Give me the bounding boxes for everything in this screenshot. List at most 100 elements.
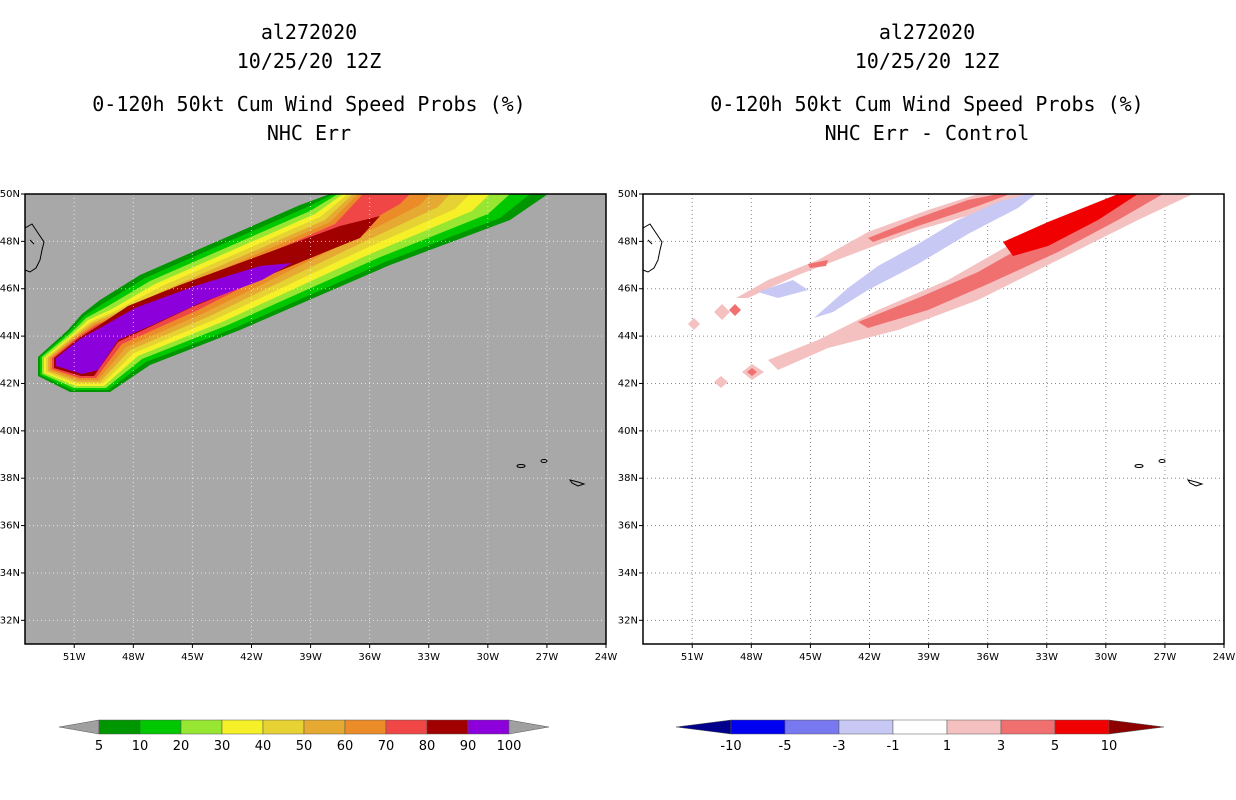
diff-cell-1 <box>688 318 700 330</box>
x-tick-label: 45W <box>799 652 822 663</box>
colorbar-label: 5 <box>95 739 103 754</box>
right-subtitle: NHC Err - Control <box>824 121 1030 145</box>
y-tick-label: 44N <box>618 331 638 342</box>
right-map-background <box>643 194 1224 644</box>
y-tick-label: 34N <box>0 568 20 579</box>
y-tick-label: 40N <box>0 426 20 437</box>
colorbar-high-arrow <box>1108 719 1165 735</box>
y-tick-label: 46N <box>0 284 20 295</box>
y-tick-label: 38N <box>618 473 638 484</box>
colorbar-segment <box>303 719 346 735</box>
colorbar-segment <box>139 719 182 735</box>
azores-island-2-right <box>1158 459 1166 463</box>
y-tick-label: 38N <box>0 473 20 484</box>
y-tick-label: 40N <box>618 426 638 437</box>
colorbar-segment <box>180 719 223 735</box>
diff-band-lower-3 <box>858 194 1163 328</box>
x-tick-label: 51W <box>681 652 704 663</box>
x-tick-label: 30W <box>477 652 500 663</box>
azores-island-3 <box>568 479 586 487</box>
colorbar-label: 20 <box>173 739 190 754</box>
left-grid <box>25 194 606 644</box>
colorbar-high-arrow <box>508 719 550 735</box>
colorbar-segment <box>946 719 1002 735</box>
colorbar-segment <box>467 719 510 735</box>
newfoundland-coast-right <box>642 223 663 273</box>
x-tick-label: 24W <box>1213 652 1236 663</box>
left-subtitle: NHC Err <box>266 121 352 145</box>
y-tick-label: 32N <box>0 615 20 626</box>
left-storm-id: al272020 <box>260 20 358 44</box>
colorbar-label: 50 <box>296 739 313 754</box>
y-tick-label: 48N <box>618 236 638 247</box>
right-grid <box>643 194 1224 644</box>
colorbar-segment <box>838 719 894 735</box>
right-y-ticks: 50N 48N 46N 44N 42N 40N 38N 36N 34N 32N <box>618 189 643 626</box>
x-tick-label: 24W <box>595 652 618 663</box>
difference-field <box>688 194 1193 388</box>
diff-band-upper-3 <box>808 194 1010 268</box>
x-tick-label: 39W <box>917 652 940 663</box>
y-tick-label: 50N <box>0 189 20 200</box>
colorbar-label: 30 <box>214 739 231 754</box>
colorbar-segment <box>221 719 264 735</box>
diff-band-negative-1 <box>758 194 1036 318</box>
azores-island-1-right <box>1134 464 1144 468</box>
y-tick-label: 48N <box>0 236 20 247</box>
y-tick-label: 42N <box>0 378 20 389</box>
right-map: 51W 48W 45W 42W 39W 36W 33W 30W 27W 24W 50N 48N 46N… <box>618 189 1236 663</box>
left-panel-title: al272020 10/25/20 12Z 0-120h 50kt Cum Wi… <box>0 18 618 148</box>
left-map: 51W 48W 45W 42W 39W 36W 33W 30W 27W 24W 50N 48N 46N… <box>0 189 618 663</box>
colorbar-label: 80 <box>419 739 436 754</box>
colorbar-label: 1 <box>943 739 951 754</box>
x-tick-label: 48W <box>740 652 763 663</box>
colorbar-label: 40 <box>255 739 272 754</box>
y-tick-label: 36N <box>0 521 20 532</box>
colorbar-label: 5 <box>1051 739 1059 754</box>
left-colorbar: 5 10 20 30 40 50 60 70 80 90 100 <box>58 719 550 754</box>
y-tick-label: 32N <box>618 615 638 626</box>
colorbar-segment <box>262 719 305 735</box>
colorbar-label: -1 <box>887 739 900 754</box>
right-coastline <box>642 223 1204 487</box>
diff-cell-2 <box>714 304 730 320</box>
colorbar-segment <box>1054 719 1110 735</box>
left-y-ticks: 50N 48N 46N 44N 42N 40N 38N 36N 34N 32N <box>0 189 25 626</box>
colorbar-label: 10 <box>1101 739 1118 754</box>
y-tick-label: 44N <box>0 331 20 342</box>
y-tick-label: 34N <box>618 568 638 579</box>
azores-island-3-right <box>1186 479 1204 487</box>
right-datetime: 10/25/20 12Z <box>854 49 1000 73</box>
swath-band-90-100 <box>56 263 292 374</box>
right-map-frame <box>642 193 1225 645</box>
colorbar-low-arrow <box>58 719 100 735</box>
azores-island-1 <box>516 464 526 468</box>
colorbar-segment <box>98 719 141 735</box>
x-tick-label: 33W <box>1035 652 1058 663</box>
colorbar-label: -3 <box>833 739 846 754</box>
azores-island-2 <box>540 459 548 463</box>
colorbar-segment <box>730 719 786 735</box>
x-tick-label: 45W <box>181 652 204 663</box>
x-tick-label: 51W <box>63 652 86 663</box>
y-tick-label: 50N <box>618 189 638 200</box>
colorbar-label: 70 <box>378 739 395 754</box>
colorbar-label: 3 <box>997 739 1005 754</box>
right-colorbar: -10 -5 -3 -1 1 3 5 10 <box>675 719 1165 754</box>
right-product-title: 0-120h 50kt Cum Wind Speed Probs (%) <box>710 92 1144 116</box>
colorbar-segment <box>385 719 428 735</box>
colorbar-segment <box>426 719 469 735</box>
colorbar-low-arrow <box>675 719 732 735</box>
colorbar-label: 100 <box>497 739 522 754</box>
colorbar-label: -5 <box>779 739 792 754</box>
x-tick-label: 42W <box>240 652 263 663</box>
colorbar-segment <box>1000 719 1056 735</box>
x-tick-label: 42W <box>858 652 881 663</box>
x-tick-label: 36W <box>976 652 999 663</box>
diff-band-lower-5 <box>1003 194 1138 256</box>
diff-cell-3 <box>729 304 741 316</box>
x-tick-label: 39W <box>299 652 322 663</box>
x-tick-label: 30W <box>1095 652 1118 663</box>
left-product-title: 0-120h 50kt Cum Wind Speed Probs (%) <box>92 92 526 116</box>
colorbar-label: 60 <box>337 739 354 754</box>
